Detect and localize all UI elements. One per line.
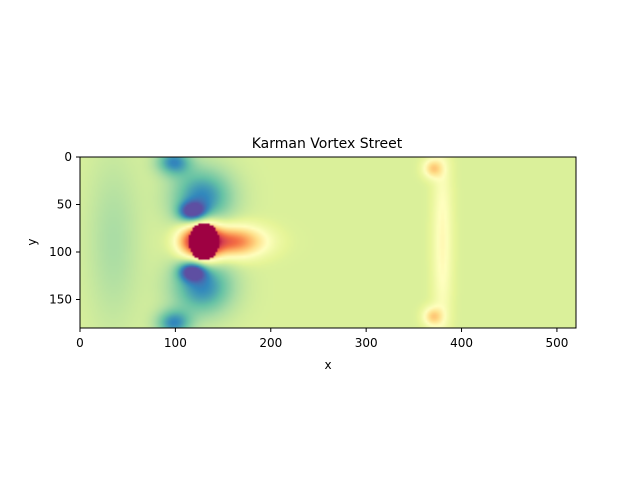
y-tick-label: 150 (49, 293, 72, 307)
plot-area (79, 156, 577, 329)
x-tick-label: 300 (355, 336, 378, 350)
x-axis: 0 100 200 300 400 500 (76, 328, 568, 350)
axes-frame (79, 156, 577, 329)
chart-title: Karman Vortex Street (252, 136, 403, 152)
y-tick-label: 100 (49, 245, 72, 259)
x-tick-label: 500 (545, 336, 568, 350)
x-tick-label: 200 (259, 336, 282, 350)
x-axis-label: x (324, 358, 331, 372)
y-axis-label: y (25, 238, 39, 245)
x-tick-label: 400 (450, 336, 473, 350)
x-tick-label: 100 (164, 336, 187, 350)
x-tick-label: 0 (76, 336, 84, 350)
y-tick-label: 0 (64, 150, 72, 164)
heatmap-field (80, 157, 576, 328)
y-tick-label: 50 (57, 198, 72, 212)
y-axis: 0 50 100 150 (49, 150, 80, 307)
